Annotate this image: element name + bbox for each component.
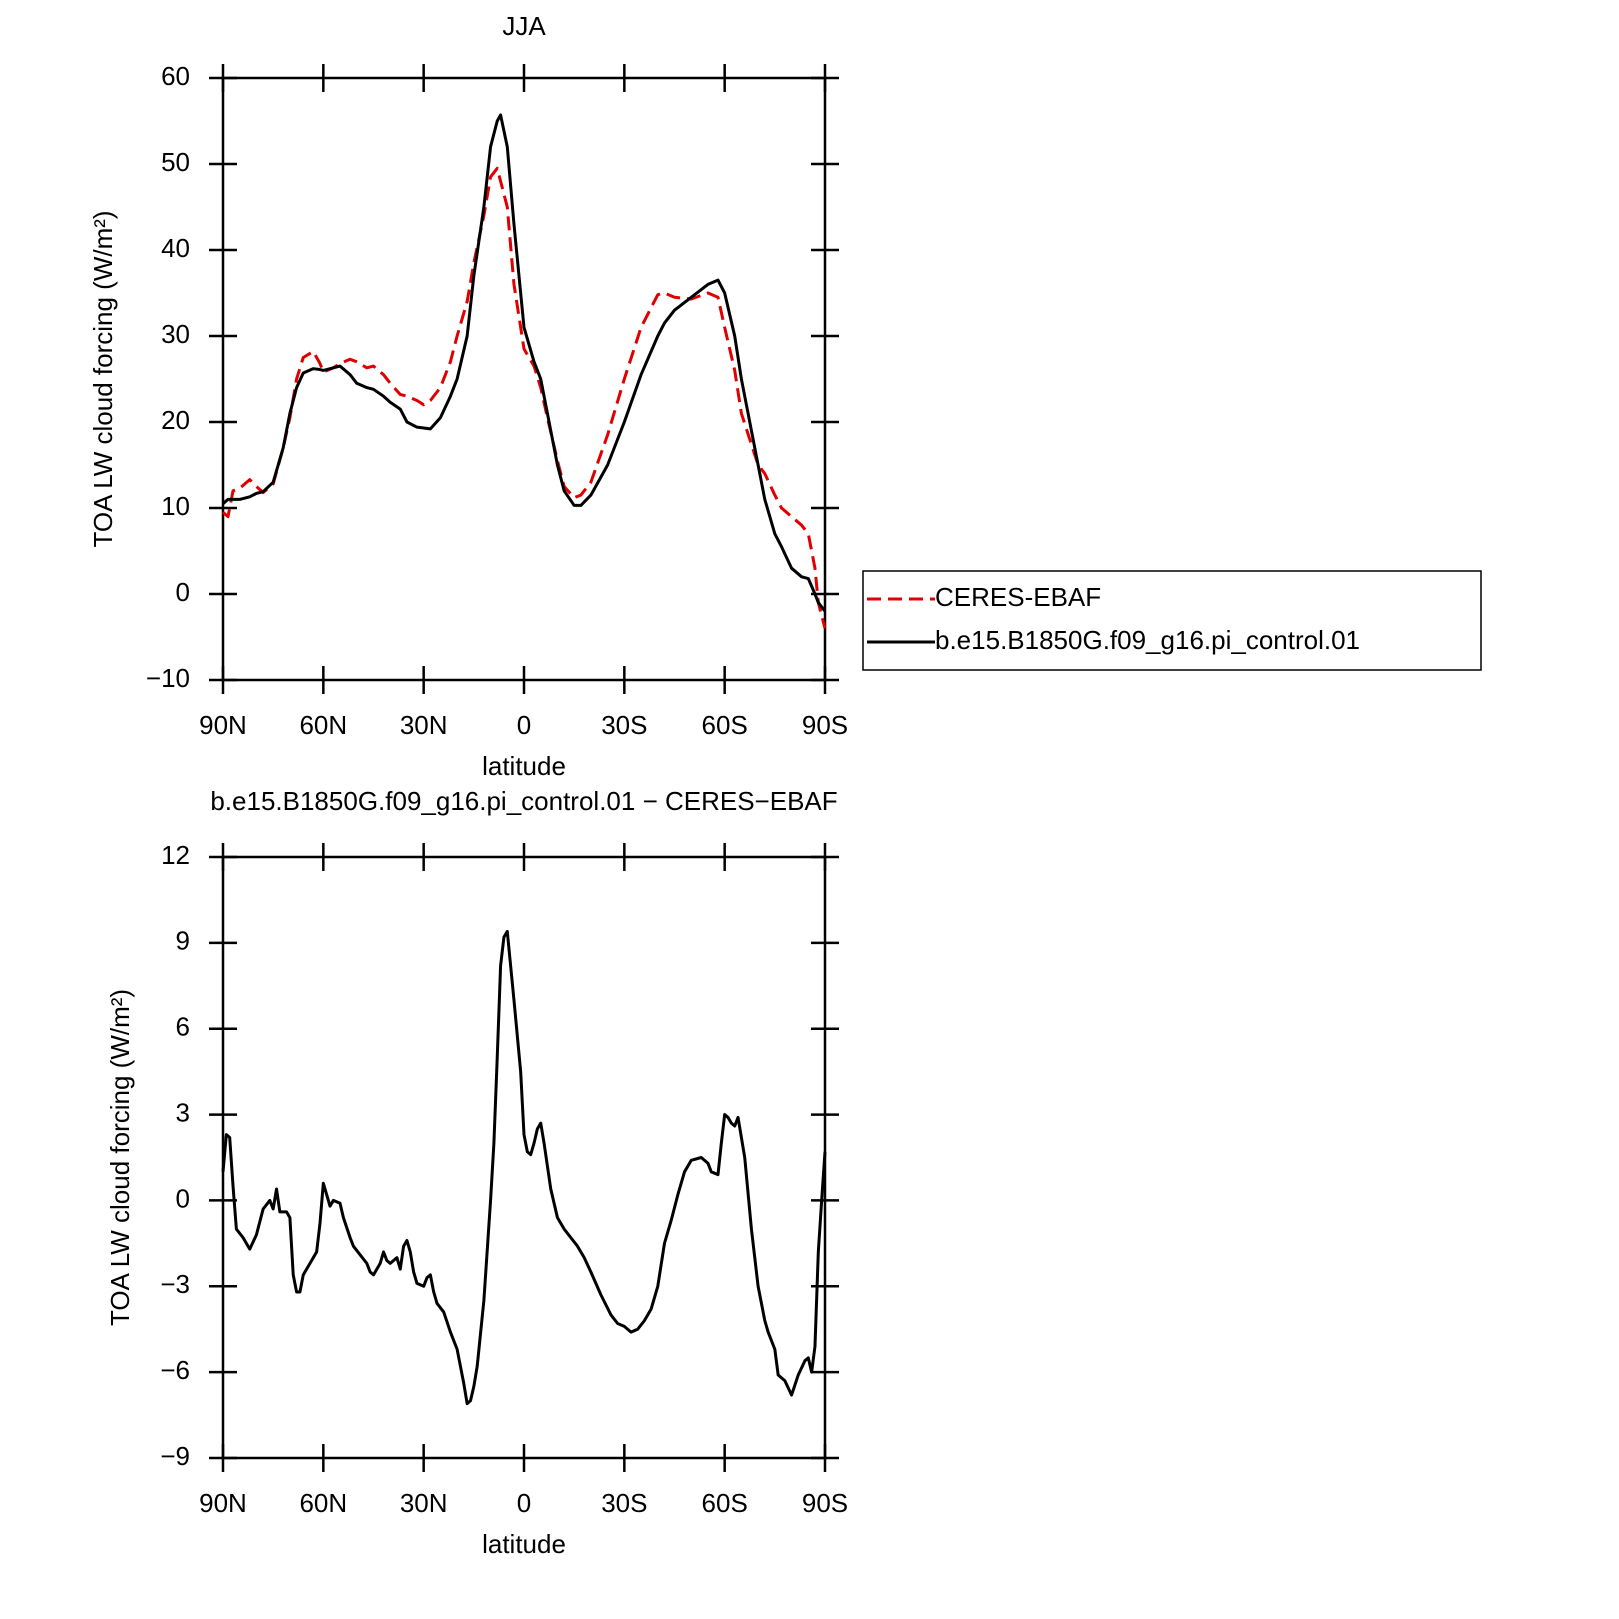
x-tick-label: 60N bbox=[299, 710, 347, 740]
x-tick-label: 60N bbox=[299, 1488, 347, 1518]
y-tick-label: 12 bbox=[161, 840, 190, 870]
y-tick-label: −10 bbox=[146, 663, 190, 693]
y-tick-label: 0 bbox=[176, 577, 190, 607]
data-line bbox=[221, 929, 827, 1406]
y-tick-label: 40 bbox=[161, 233, 190, 263]
chart-title: JJA bbox=[502, 11, 546, 41]
x-tick-label: 90N bbox=[199, 710, 247, 740]
chart-title: b.e15.B1850G.f09_g16.pi_control.01 − CER… bbox=[210, 786, 837, 816]
x-axis-label: latitude bbox=[482, 751, 566, 781]
y-tick-label: 50 bbox=[161, 147, 190, 177]
y-axis-label: TOA LW cloud forcing (W/m²) bbox=[105, 989, 135, 1326]
x-tick-label: 90N bbox=[199, 1488, 247, 1518]
x-tick-label: 30N bbox=[400, 1488, 448, 1518]
x-tick-label: 90S bbox=[802, 1488, 848, 1518]
y-tick-label: 10 bbox=[161, 491, 190, 521]
x-tick-label: 30N bbox=[400, 710, 448, 740]
data-line bbox=[222, 113, 827, 613]
legend-label: b.e15.B1850G.f09_g16.pi_control.01 bbox=[935, 625, 1360, 655]
x-tick-label: 0 bbox=[517, 1488, 531, 1518]
data-line bbox=[222, 166, 827, 629]
y-tick-label: 3 bbox=[176, 1097, 190, 1127]
y-tick-label: −3 bbox=[160, 1269, 190, 1299]
y-tick-label: 30 bbox=[161, 319, 190, 349]
x-tick-label: 0 bbox=[517, 710, 531, 740]
x-axis-label: latitude bbox=[482, 1529, 566, 1559]
x-tick-label: 90S bbox=[802, 710, 848, 740]
y-tick-label: −9 bbox=[160, 1441, 190, 1471]
legend-label: CERES-EBAF bbox=[935, 582, 1101, 612]
y-tick-label: 6 bbox=[176, 1012, 190, 1042]
x-tick-label: 30S bbox=[601, 710, 647, 740]
legend-box bbox=[862, 570, 1482, 671]
y-tick-label: 0 bbox=[176, 1183, 190, 1213]
y-tick-label: 9 bbox=[176, 926, 190, 956]
y-tick-label: 20 bbox=[161, 405, 190, 435]
x-tick-label: 60S bbox=[702, 710, 748, 740]
y-axis-label: TOA LW cloud forcing (W/m²) bbox=[88, 210, 118, 547]
plot-frame bbox=[221, 855, 827, 1460]
x-tick-label: 30S bbox=[601, 1488, 647, 1518]
y-tick-label: 60 bbox=[161, 61, 190, 91]
x-tick-label: 60S bbox=[702, 1488, 748, 1518]
y-tick-label: −6 bbox=[160, 1355, 190, 1385]
